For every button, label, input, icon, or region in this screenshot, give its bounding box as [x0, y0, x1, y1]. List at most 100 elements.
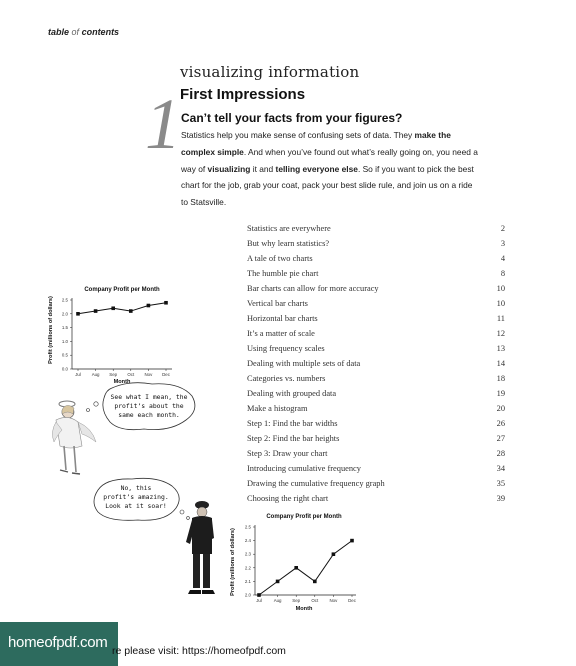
toc-entry[interactable]: Step 2: Find the bar heights 27: [247, 431, 505, 446]
data-point: [164, 300, 168, 305]
data-point: [275, 579, 280, 584]
toc-entry-title: Dealing with grouped data: [247, 389, 337, 398]
toc-entry[interactable]: Step 3: Draw your chart 28: [247, 446, 505, 461]
y-tick-label: 2.2: [245, 565, 252, 570]
toc-entry[interactable]: Dealing with grouped data 19: [247, 386, 505, 401]
toc-entry-page: 10: [496, 299, 505, 308]
profit-chart-zoomed: Company Profit per Month 2.0 2.1 2.2 2.3 2.4…: [230, 514, 357, 612]
toc-entry[interactable]: It’s a matter of scale 12: [247, 326, 505, 341]
angel-illustration: [52, 400, 97, 475]
toc-entry-title: The humble pie chart: [247, 269, 319, 278]
data-point: [331, 552, 336, 556]
intro-emphasis: visualizing: [207, 163, 251, 174]
chapter-number: 1: [145, 84, 181, 164]
x-axis-label: Month: [114, 379, 131, 385]
toc-entry[interactable]: Using frequency scales 13: [247, 341, 505, 356]
x-tick-label: Sep: [292, 598, 300, 603]
toc-entry-title: A tale of two charts: [247, 254, 313, 263]
intro-text-run: it and: [250, 163, 276, 174]
toc-entry-title: Drawing the cumulative frequency graph: [247, 479, 385, 488]
toc-entry-title: Statistics are everywhere: [247, 224, 331, 233]
footer-link[interactable]: re please visit: https://homeofpdf.com: [112, 645, 286, 657]
x-tick-label: Oct: [311, 598, 319, 603]
table-of-contents: Statistics are everywhere 2 But why learn …: [247, 221, 505, 506]
toc-entry-title: It’s a matter of scale: [247, 329, 315, 338]
toc-entry-title: Make a histogram: [247, 404, 308, 413]
speech-right-line-2: profit’s amazing.: [103, 493, 168, 501]
footer-logo[interactable]: homeofpdf.com: [0, 622, 118, 666]
chapter-title: First Impressions: [180, 86, 306, 103]
toc-entry[interactable]: Vertical bar charts 10: [247, 296, 505, 311]
chapter-kicker: visualizing information: [180, 63, 360, 81]
toc-entry-title: Step 2: Find the bar heights: [247, 434, 340, 443]
intro-emphasis: make the complex simple: [181, 130, 451, 157]
header-label-main: table: [48, 27, 70, 37]
speech-left-line-2: profit’s about the: [114, 402, 183, 410]
y-tick-label: 2.5: [62, 298, 69, 303]
businessman-illustration: [186, 501, 215, 594]
toc-entry-page: 39: [496, 494, 505, 503]
toc-entry[interactable]: Drawing the cumulative frequency graph 35: [247, 476, 505, 491]
toc-entry[interactable]: Statistics are everywhere 2: [247, 221, 505, 236]
y-tick-label: 2.0: [62, 311, 69, 316]
toc-entry[interactable]: Dealing with multiple sets of data 14: [247, 356, 505, 371]
toc-entry[interactable]: Bar charts can allow for more accuracy 10: [247, 281, 505, 296]
toc-entry-page: 3: [500, 239, 505, 248]
toc-entry[interactable]: Step 1: Find the bar widths 26: [247, 416, 505, 431]
toc-entry[interactable]: But why learn statistics? 3: [247, 236, 505, 251]
data-point: [350, 538, 354, 543]
series-line: [258, 540, 353, 596]
toc-entry-title: Vertical bar charts: [247, 299, 308, 308]
x-tick-label: Aug: [92, 372, 100, 377]
y-tick-label: 2.5: [245, 525, 252, 530]
x-axis-label: Month: [296, 606, 313, 612]
toc-entry[interactable]: The humble pie chart 8: [247, 266, 505, 281]
toc-entry-page: 2: [500, 224, 505, 233]
speech-right-line-3: Look at it soar!: [105, 502, 167, 510]
data-point: [313, 579, 317, 584]
x-tick-label: Sep: [109, 372, 117, 377]
toc-entry[interactable]: Introducing cumulative frequency 34: [247, 461, 505, 476]
speech-right-line-1: No, this: [121, 484, 152, 492]
header-label-end: contents: [81, 27, 120, 37]
data-point: [93, 309, 98, 313]
x-tick-label: Oct: [127, 372, 135, 377]
toc-entry-page: 28: [496, 449, 505, 458]
data-point: [129, 309, 133, 313]
intro-emphasis: telling everyone else: [275, 163, 358, 174]
y-tick-label: 2.0: [245, 593, 252, 598]
intro-paragraph: Statistics help you make sense of confus…: [181, 127, 481, 211]
chart-title: Company Profit per Month: [266, 514, 342, 520]
footer-logo-text: homeofpdf.com: [8, 634, 108, 651]
toc-entry[interactable]: Horizontal bar charts 11: [247, 311, 505, 326]
toc-entry[interactable]: A tale of two charts 4: [247, 251, 505, 266]
x-tick-label: Nov: [144, 372, 153, 377]
toc-entry-title: Using frequency scales: [247, 344, 325, 353]
y-tick-label: 1.5: [62, 325, 69, 330]
speech-left-line-1: See what I mean, the: [111, 393, 188, 401]
x-tick-label: Jul: [75, 372, 81, 377]
speech-bubble-right: No, this profit’s amazing. Look at it so…: [93, 477, 190, 521]
data-point: [76, 312, 80, 316]
toc-entry-page: 20: [496, 404, 505, 413]
toc-entry-title: Choosing the right chart: [247, 494, 329, 503]
toc-entry[interactable]: Categories vs. numbers 18: [247, 371, 505, 386]
header-label-of: of: [71, 27, 80, 37]
profit-chart-flat: Company Profit per Month 0.0 0.5 1.0 1.5 2.0…: [48, 287, 172, 385]
y-tick-label: 1.0: [62, 339, 69, 344]
toc-entry-title: Categories vs. numbers: [247, 374, 326, 383]
toc-entry-page: 18: [496, 374, 505, 383]
toc-entry-page: 14: [496, 359, 505, 368]
intro-text-run: . So if you want to pick the best chart …: [181, 163, 474, 208]
toc-entry-page: 26: [496, 419, 505, 428]
toc-entry[interactable]: Make a histogram 20: [247, 401, 505, 416]
data-point: [111, 306, 115, 311]
toc-entry[interactable]: Choosing the right chart 39: [247, 491, 505, 506]
intro-heading: Can’t tell your facts from your figures?: [181, 111, 403, 125]
toc-entry-title: Horizontal bar charts: [247, 314, 318, 323]
header-label: table of contents: [48, 27, 119, 37]
toc-entry-page: 34: [496, 464, 505, 473]
intro-text-run: . And when you’ve found out what’s reall…: [181, 146, 478, 174]
x-tick-label: Dec: [348, 598, 357, 603]
data-point: [146, 303, 151, 308]
